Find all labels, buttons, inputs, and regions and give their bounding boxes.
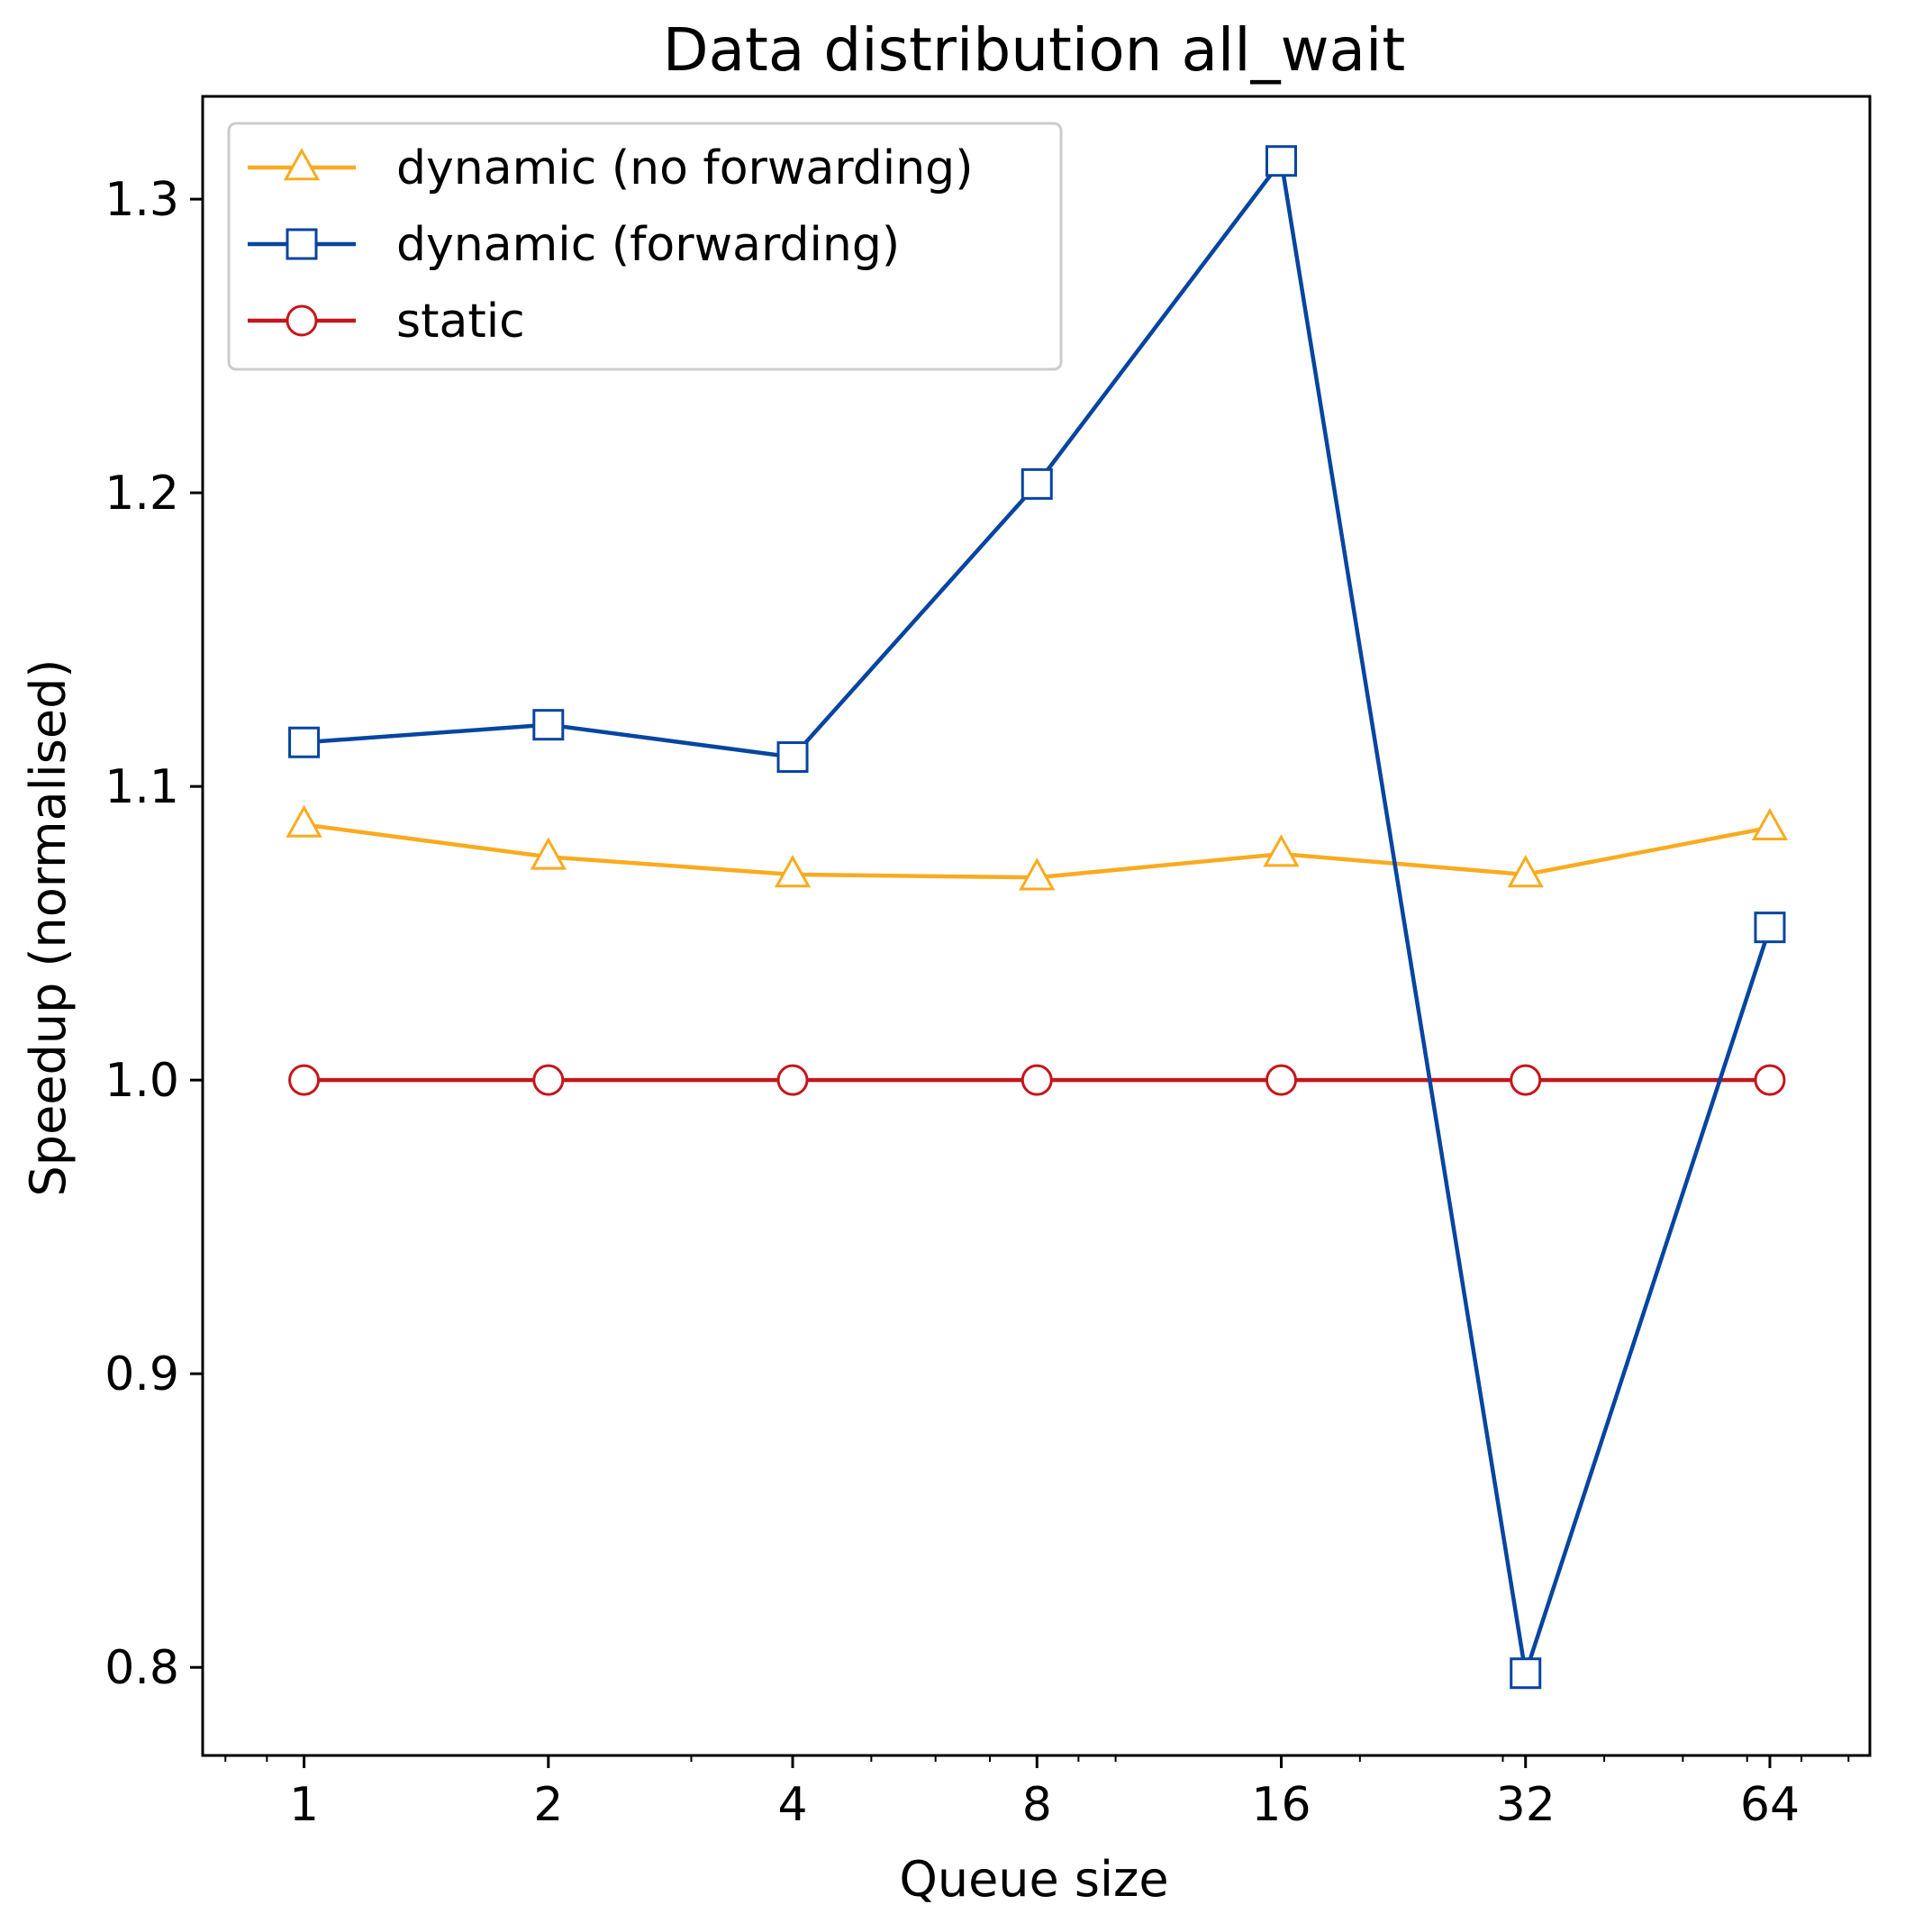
plot-frame — [201, 95, 1872, 1757]
data-point-circle — [1510, 1064, 1542, 1096]
data-point-circle — [1754, 1064, 1786, 1096]
data-point-triangle — [1019, 857, 1056, 891]
data-point-square — [288, 726, 321, 758]
data-point-circle — [288, 1064, 321, 1096]
data-point-triangle — [1263, 834, 1300, 867]
legend-marker-circle — [286, 304, 318, 337]
data-point-square — [1510, 1657, 1542, 1690]
y-tick-label: 0.8 — [104, 1641, 179, 1695]
data-point-circle — [776, 1064, 809, 1096]
data-point-triangle — [286, 804, 322, 838]
data-point-square — [1021, 467, 1053, 500]
data-point-circle — [532, 1064, 565, 1096]
x-tick-label: 64 — [1740, 1778, 1800, 1832]
y-tick-label: 1.1 — [104, 760, 179, 814]
plot-series — [286, 145, 1789, 1690]
y-axis: 0.8 0.9 1.0 1.1 1.2 1.3 — [104, 173, 203, 1695]
legend: dynamic (no forwarding) dynamic (forwardi… — [227, 122, 1063, 371]
data-point-circle — [1021, 1064, 1053, 1096]
legend-marker-triangle — [283, 148, 321, 181]
x-tick-label: 16 — [1251, 1778, 1311, 1832]
legend-label: dynamic (no forwarding) — [396, 141, 973, 195]
legend-marker-square — [286, 228, 318, 260]
data-point-square — [1265, 145, 1297, 177]
x-axis: 1 2 4 8 16 32 64 — [289, 1755, 1800, 1832]
data-point-square — [532, 709, 565, 741]
data-point-triangle — [774, 855, 812, 888]
legend-box — [227, 122, 1063, 371]
y-tick-label: 0.9 — [104, 1347, 179, 1401]
y-tick-label: 1.2 — [104, 467, 179, 521]
data-point-circle — [1265, 1064, 1297, 1096]
x-tick-label: 8 — [1022, 1778, 1052, 1832]
y-axis-label: Speedup (normalised) — [20, 659, 77, 1197]
data-point-triangle — [1751, 807, 1789, 841]
x-tick-label: 1 — [289, 1778, 319, 1832]
data-point-square — [1754, 912, 1786, 944]
x-tick-label: 2 — [533, 1778, 563, 1832]
x-tick-label: 32 — [1496, 1778, 1556, 1832]
x-tick-label: 4 — [777, 1778, 807, 1832]
chart-title: Data distribution all_wait — [663, 15, 1405, 85]
data-point-triangle — [530, 837, 567, 870]
data-point-square — [776, 741, 809, 774]
x-axis-label: Queue size — [899, 1851, 1168, 1908]
legend-label: dynamic (forwarding) — [396, 218, 900, 272]
legend-label: static — [396, 295, 525, 349]
y-tick-label: 1.3 — [104, 173, 179, 227]
y-tick-label: 1.0 — [104, 1054, 179, 1108]
data-point-triangle — [1507, 855, 1544, 888]
